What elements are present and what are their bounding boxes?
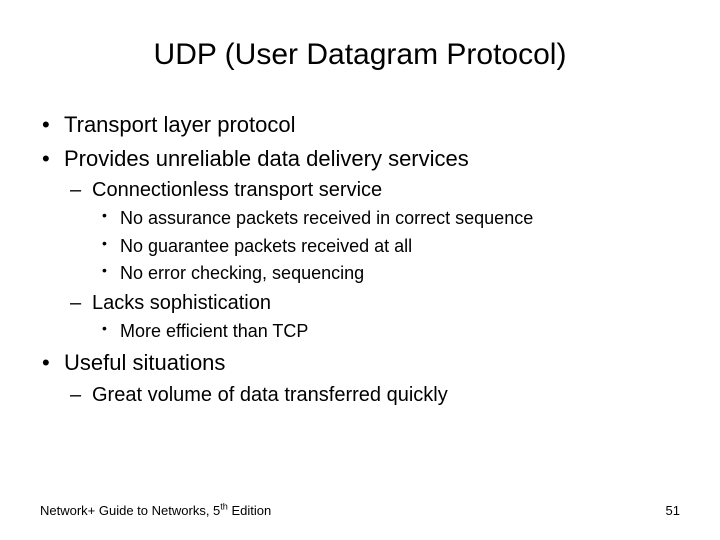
- page-number: 51: [666, 503, 680, 518]
- footer-left: Network+ Guide to Networks, 5th Edition: [40, 503, 271, 518]
- bullet-lvl3: No guarantee packets received at all: [92, 234, 680, 259]
- bullet-lvl1: Useful situations Great volume of data t…: [40, 348, 680, 409]
- bullet-lvl2: Connectionless transport service No assu…: [64, 177, 680, 286]
- bullet-lvl2: Great volume of data transferred quickly: [64, 382, 680, 409]
- bullet-sublist: Great volume of data transferred quickly: [64, 382, 680, 409]
- bullet-lvl3: No error checking, sequencing: [92, 261, 680, 286]
- footer: Network+ Guide to Networks, 5th Edition …: [40, 503, 680, 518]
- footer-text: Network+ Guide to Networks, 5: [40, 503, 220, 518]
- bullet-text: Provides unreliable data delivery servic…: [64, 146, 469, 171]
- footer-sup: th: [220, 502, 228, 512]
- bullet-sublist: Connectionless transport service No assu…: [64, 177, 680, 344]
- bullet-lvl2: Lacks sophistication More efficient than…: [64, 290, 680, 344]
- bullet-text: Useful situations: [64, 350, 225, 375]
- bullet-lvl1: Provides unreliable data delivery servic…: [40, 144, 680, 344]
- footer-text: Edition: [228, 503, 271, 518]
- bullet-text: Connectionless transport service: [92, 179, 382, 201]
- slide-title: UDP (User Datagram Protocol): [40, 38, 680, 72]
- bullet-sublist: More efficient than TCP: [92, 319, 680, 344]
- bullet-list: Transport layer protocol Provides unreli…: [40, 110, 680, 409]
- bullet-lvl3: More efficient than TCP: [92, 319, 680, 344]
- slide: UDP (User Datagram Protocol) Transport l…: [0, 0, 720, 540]
- bullet-lvl1: Transport layer protocol: [40, 110, 680, 140]
- bullet-sublist: No assurance packets received in correct…: [92, 206, 680, 286]
- bullet-text: Lacks sophistication: [92, 292, 271, 314]
- bullet-lvl3: No assurance packets received in correct…: [92, 206, 680, 231]
